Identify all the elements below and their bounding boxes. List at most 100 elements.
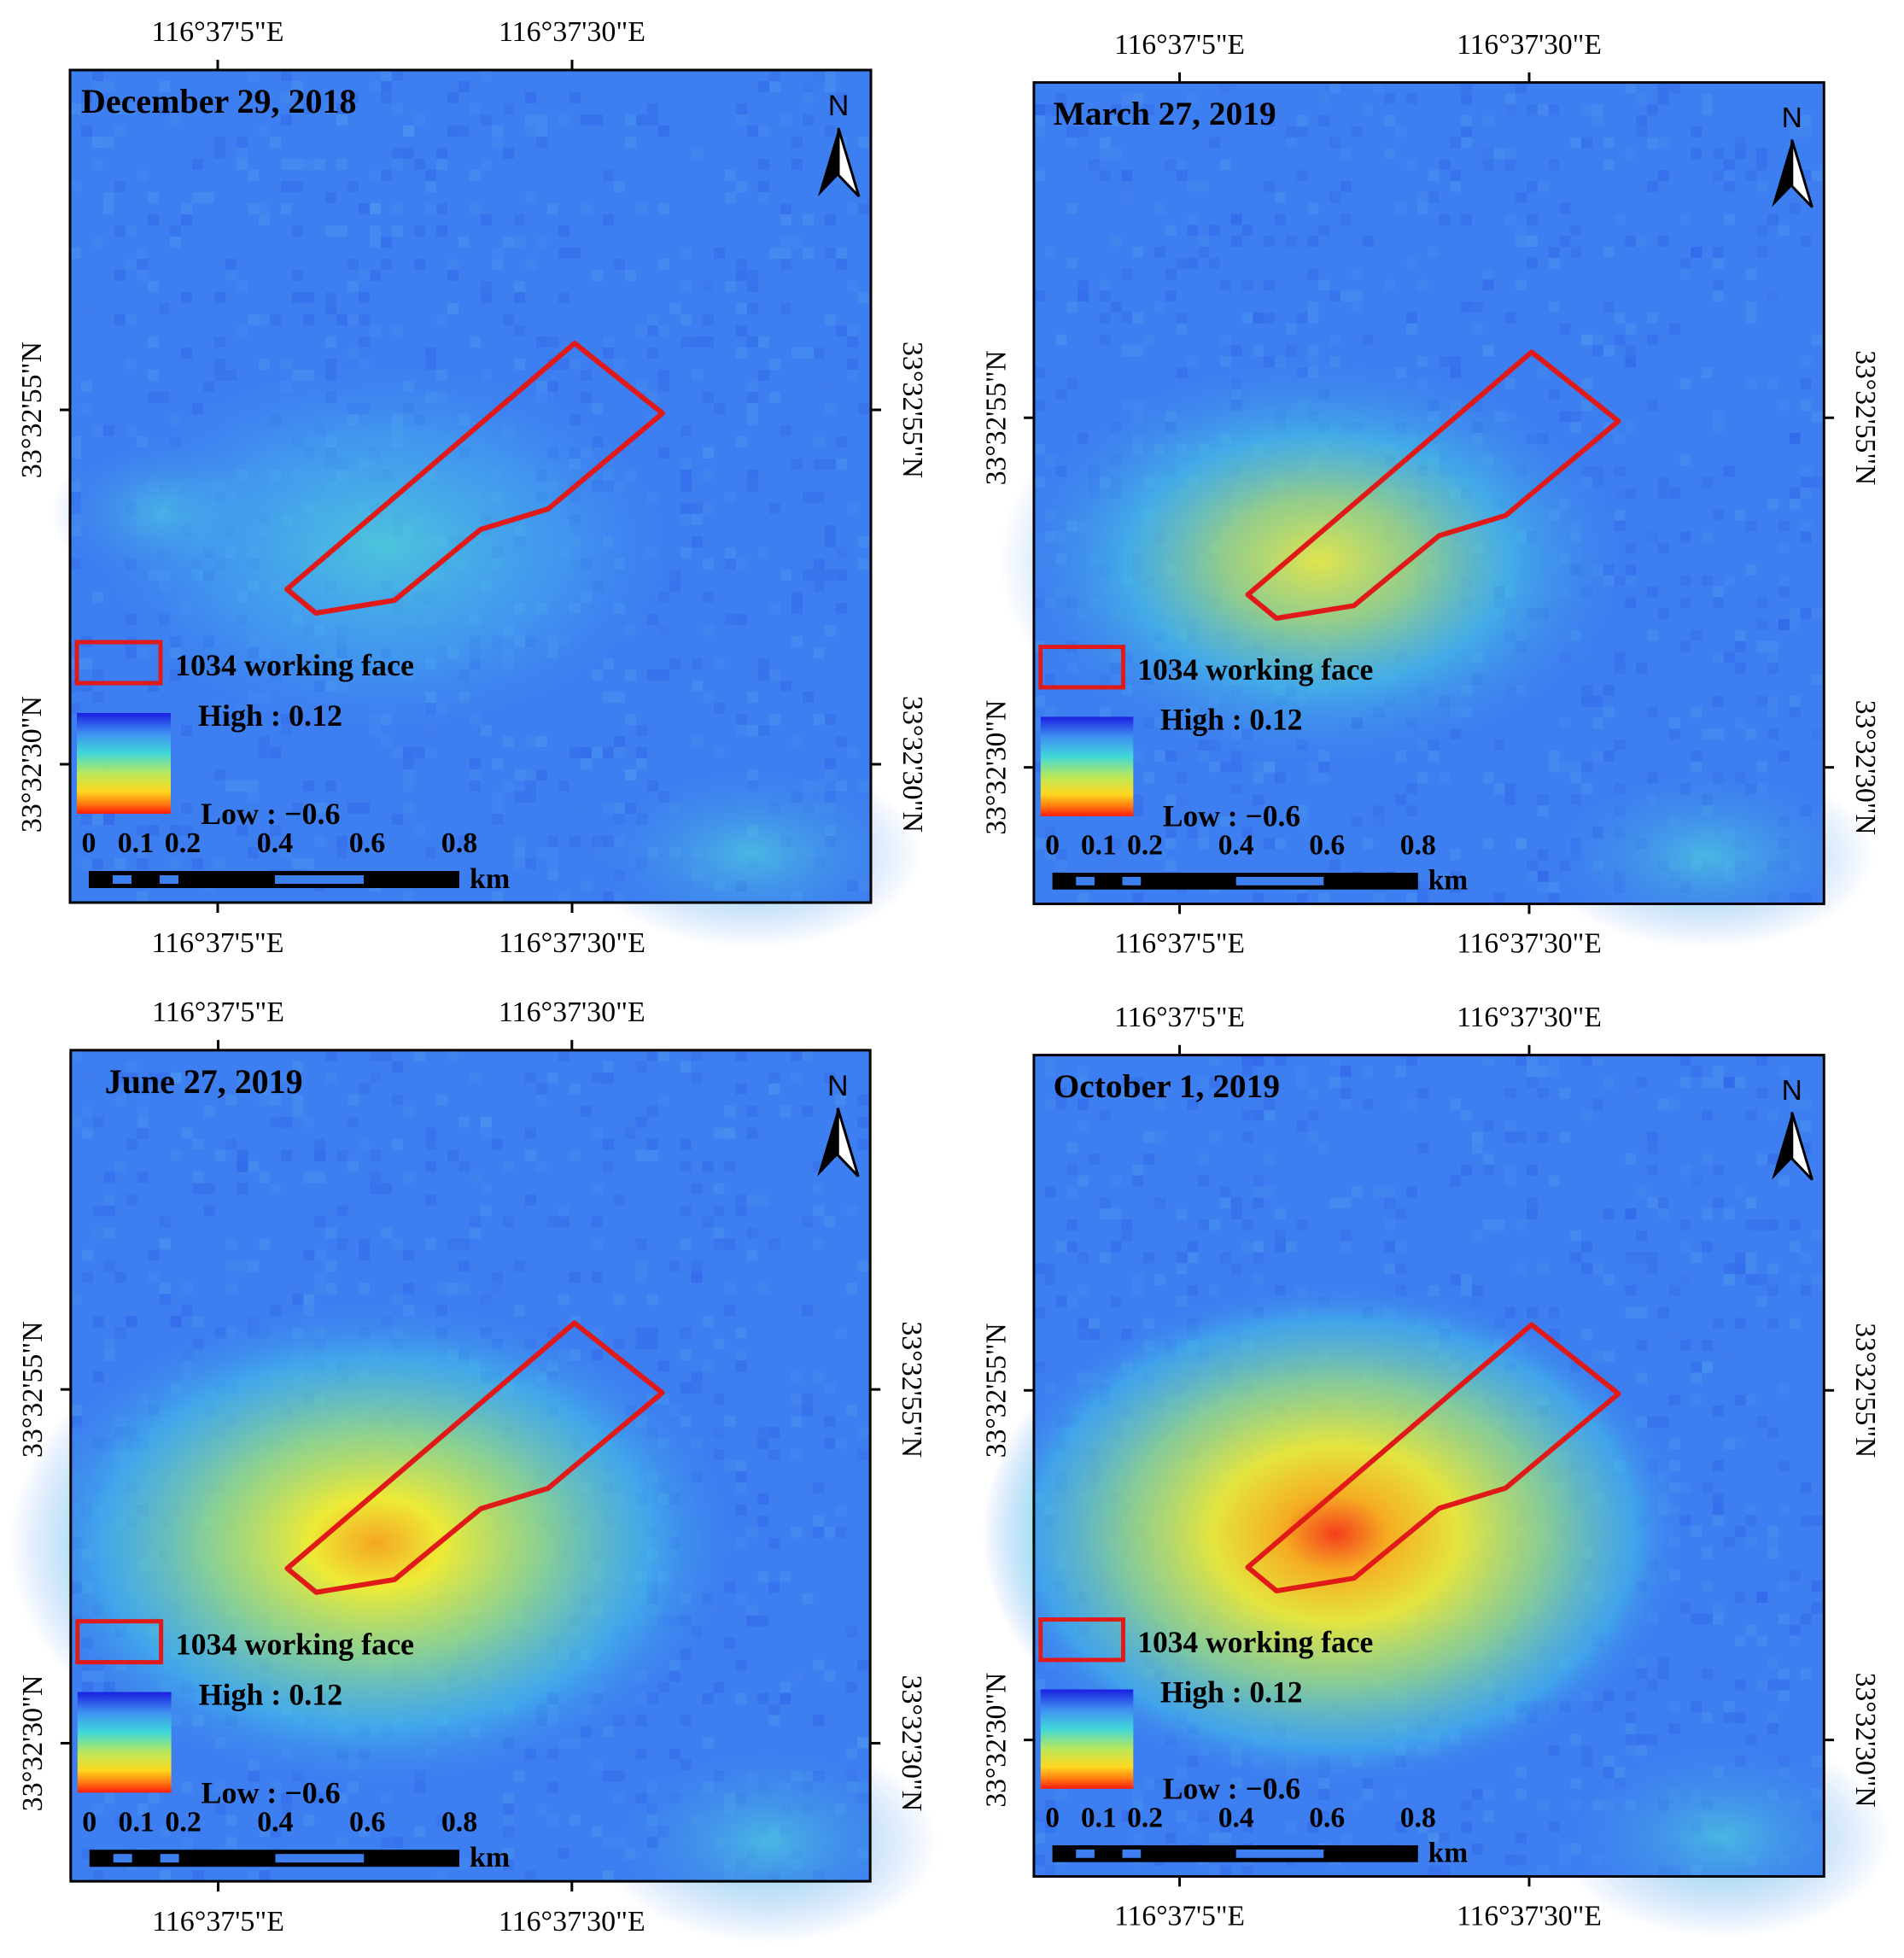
map-area: October 1, 2019 N 1034 working face High… (981, 1044, 1892, 1938)
legend-color-ramp (1040, 716, 1134, 816)
lat-label-right-2: 33°32'30"N (897, 696, 928, 833)
corner-halo (597, 1739, 939, 1944)
lon-label-bottom-1: 116°37'5"E (151, 927, 283, 959)
map-frame (1032, 1054, 1825, 1878)
lon-label-top-2: 116°37'30"E (499, 16, 645, 48)
corner-halo (581, 760, 922, 948)
map-date-title: March 27, 2019 (1054, 95, 1276, 132)
scale-tick: 0.6 (1309, 829, 1345, 861)
lon-label-top-2: 116°37'30"E (1457, 1002, 1602, 1033)
lon-label-bottom-1: 116°37'5"E (1114, 928, 1245, 960)
corner-halo (1537, 763, 1875, 949)
map-frame (1032, 81, 1825, 905)
map-frame (69, 1049, 872, 1883)
scale-bar: 0 0.1 0.2 0.4 0.6 0.8 km (82, 827, 511, 895)
scale-tick: 0.8 (1400, 829, 1436, 861)
legend-working-face-swatch (74, 640, 163, 686)
scale-tick: 0.6 (349, 1806, 385, 1838)
lon-label-top-1: 116°37'5"E (1114, 29, 1245, 61)
scale-tick: 0.1 (1081, 1802, 1117, 1833)
lon-label-bottom-2: 116°37'30"E (499, 1906, 645, 1938)
scale-tick: 0.8 (441, 827, 478, 859)
lat-label-left-2: 33°32'30"N (16, 696, 48, 833)
lon-label-bottom-2: 116°37'30"E (1457, 1901, 1602, 1932)
scale-unit: km (470, 863, 510, 895)
map-panel: 116°37'5"E 116°37'30"E December 29, 2018… (0, 0, 952, 978)
map-panel: 116°37'5"E 116°37'30"E March 27, 2019 N … (965, 7, 1904, 985)
map-svg: 116°37'5"E 116°37'30"E March 27, 2019 N … (980, 29, 1881, 960)
legend-low-label: Low : −0.6 (201, 1775, 341, 1809)
legend-high-label: High : 0.12 (1160, 1675, 1303, 1709)
legend-high-label: High : 0.12 (199, 1678, 343, 1712)
lon-label-top-1: 116°37'5"E (1114, 1002, 1245, 1033)
north-label: N (1782, 1075, 1802, 1107)
scale-tick: 0.4 (257, 1806, 293, 1838)
scale-tick: 0.1 (118, 1806, 154, 1838)
lat-label-left-1: 33°32'55"N (980, 1323, 1012, 1458)
legend-high-label: High : 0.12 (198, 698, 342, 733)
lon-label-top-1: 116°37'5"E (152, 997, 284, 1028)
north-label: N (1782, 102, 1802, 134)
legend-low-label: Low : −0.6 (201, 797, 341, 831)
scale-tick: 0.8 (1400, 1802, 1436, 1833)
lat-label-left-2: 33°32'30"N (980, 1673, 1012, 1808)
lat-label-left-1: 33°32'55"N (17, 1321, 49, 1458)
legend-color-ramp (1040, 1689, 1134, 1789)
scale-tick: 0 (1045, 1802, 1060, 1833)
map-area: December 29, 2018 N 1034 working face Hi… (51, 60, 922, 948)
lat-label-left-1: 33°32'55"N (16, 342, 48, 478)
map-area: March 27, 2019 N 1034 working face High … (998, 72, 1875, 949)
scale-tick: 0.1 (118, 827, 155, 859)
subsidence-anomaly (981, 1280, 1690, 1786)
legend-low-label: Low : −0.6 (1163, 799, 1300, 833)
scale-tick: 0.4 (1218, 1802, 1254, 1833)
legend-working-face-label: 1034 working face (176, 1628, 414, 1662)
corner-halo (1554, 1735, 1892, 1938)
legend-low-label: Low : −0.6 (1163, 1772, 1300, 1806)
legend-working-face-swatch (1038, 645, 1125, 690)
lat-label-right-2: 33°32'30"N (1849, 1673, 1881, 1808)
north-label: N (828, 90, 850, 122)
legend-color-ramp (77, 1692, 172, 1793)
lat-label-right-1: 33°32'55"N (896, 1321, 927, 1458)
map-date-title: June 27, 2019 (105, 1062, 303, 1101)
working-face-outline (1245, 349, 1621, 622)
legend-high-label: High : 0.12 (1160, 702, 1303, 736)
subsidence-anomaly (77, 350, 692, 743)
north-label: N (827, 1070, 849, 1102)
lon-label-top-2: 116°37'30"E (1457, 29, 1602, 61)
map-panel: 116°37'5"E 116°37'30"E June 27, 2019 N 1… (0, 980, 952, 1958)
lon-label-top-2: 116°37'30"E (499, 997, 645, 1028)
scale-unit: km (1428, 1838, 1469, 1869)
lat-label-right-2: 33°32'30"N (896, 1675, 927, 1811)
lat-label-left-1: 33°32'55"N (980, 350, 1012, 485)
lat-label-left-2: 33°32'30"N (17, 1675, 49, 1811)
map-area: June 27, 2019 N 1034 working face High :… (9, 1039, 939, 1944)
lon-label-bottom-1: 116°37'5"E (1114, 1901, 1245, 1932)
lat-label-right-1: 33°32'55"N (1849, 1323, 1881, 1458)
map-panel: 116°37'5"E 116°37'30"E October 1, 2019 N… (965, 980, 1904, 1958)
lon-label-bottom-2: 116°37'30"E (1457, 928, 1602, 960)
scale-bar: 0 0.1 0.2 0.4 0.6 0.8 km (1045, 829, 1468, 896)
north-arrow-icon (818, 127, 861, 198)
legend-working-face-swatch (75, 1619, 164, 1665)
working-face-outline (1245, 1322, 1621, 1594)
map-svg: 116°37'5"E 116°37'30"E June 27, 2019 N 1… (9, 997, 939, 1944)
map-frame (68, 68, 873, 904)
scale-tick: 0.1 (1081, 829, 1117, 861)
legend-working-face-label: 1034 working face (175, 648, 414, 682)
scale-tick: 0.6 (349, 827, 386, 859)
lon-label-bottom-1: 116°37'5"E (152, 1906, 284, 1938)
scale-bar: 0 0.1 0.2 0.4 0.6 0.8 km (82, 1806, 510, 1873)
map-date-title: October 1, 2019 (1054, 1067, 1281, 1105)
map-svg: 116°37'5"E 116°37'30"E October 1, 2019 N… (980, 1002, 1892, 1938)
legend-color-ramp (77, 713, 171, 814)
lat-label-right-2: 33°32'30"N (1849, 700, 1881, 835)
scale-bar: 0 0.1 0.2 0.4 0.6 0.8 km (1045, 1802, 1468, 1868)
scale-tick: 0 (1045, 829, 1060, 861)
scale-tick: 0.8 (441, 1806, 477, 1838)
lat-label-left-2: 33°32'30"N (980, 700, 1012, 835)
scale-tick: 0.2 (165, 827, 201, 859)
lon-label-top-1: 116°37'5"E (151, 16, 283, 48)
scale-tick: 0.2 (165, 1806, 201, 1838)
